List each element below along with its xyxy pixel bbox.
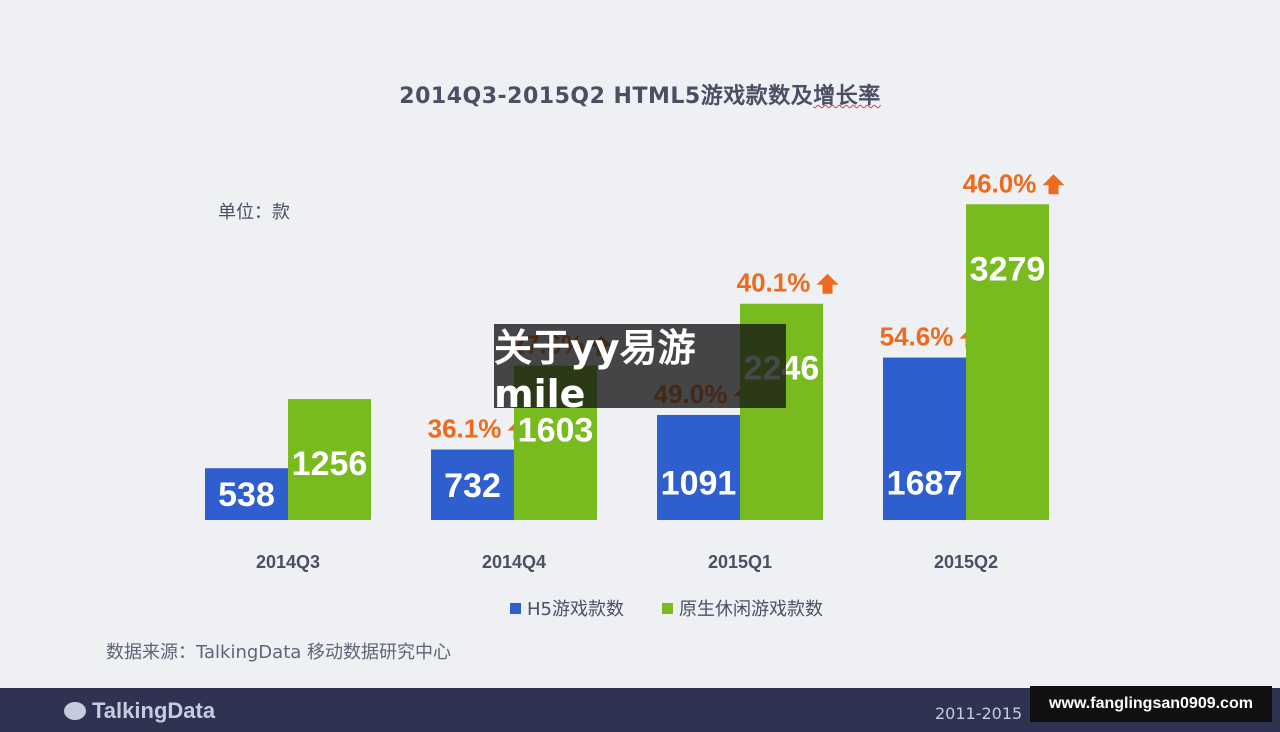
legend-item-native: 原生休闲游戏款数 <box>662 595 823 621</box>
unit-label: 单位：款 <box>218 202 290 223</box>
growth-label-native-2015Q1: 40.1% <box>737 268 811 298</box>
years-text: 2011-2015 <box>935 704 1023 723</box>
value-label-native-2014Q4: 1603 <box>518 412 594 450</box>
value-label-h5-2014Q3: 538 <box>218 476 275 514</box>
data-source: 数据来源：TalkingData 移动数据研究中心 <box>106 642 452 663</box>
bar-native-2015Q2 <box>966 204 1049 520</box>
growth-label-h5-2015Q2: 54.6% <box>880 322 954 352</box>
watermark-link[interactable]: www.fanglingsan0909.com <box>1030 686 1272 722</box>
category-label-2015Q2: 2015Q2 <box>934 552 998 572</box>
legend-swatch-h5 <box>510 602 521 614</box>
category-label-2015Q1: 2015Q1 <box>708 552 772 572</box>
legend-label-native: 原生休闲游戏款数 <box>679 599 823 620</box>
growth-label-native-2015Q2: 46.0% <box>963 168 1037 198</box>
title-text: 2014Q3-2015Q2 HTML5游戏款数及 <box>399 84 814 109</box>
brand-logo: TalkingData <box>64 698 215 724</box>
bar-h5-2015Q1 <box>657 414 740 520</box>
growth-up-arrow-icon <box>816 273 839 294</box>
brand-logo-icon <box>64 702 86 720</box>
growth-up-arrow-icon <box>1042 174 1065 195</box>
category-label-2014Q4: 2014Q4 <box>482 552 546 572</box>
title-squiggle-text: 增长率 <box>813 84 881 109</box>
value-label-native-2015Q2: 3279 <box>970 250 1046 288</box>
overlay-banner: 关于yy易游mile <box>494 324 786 416</box>
value-label-native-2014Q3: 1256 <box>292 445 368 483</box>
legend-label-h5: H5游戏款数 <box>527 599 624 620</box>
bar-h5-2014Q3 <box>205 468 288 520</box>
bar-h5-2014Q4 <box>431 449 514 520</box>
growth-label-h5-2014Q4: 36.1% <box>428 414 502 444</box>
value-label-h5-2014Q4: 732 <box>444 467 501 505</box>
value-label-h5-2015Q2: 1687 <box>887 465 963 503</box>
bar-native-2014Q3 <box>288 399 371 520</box>
brand-text: TalkingData <box>92 698 216 723</box>
value-label-h5-2015Q1: 1091 <box>661 465 737 503</box>
legend-item-h5: H5游戏款数 <box>510 595 624 621</box>
chart-title: 2014Q3-2015Q2 HTML5游戏款数及增长率 <box>0 78 1280 110</box>
category-label-2014Q3: 2014Q3 <box>256 552 320 572</box>
legend: H5游戏款数 原生休闲游戏款数 <box>510 595 823 621</box>
bar-h5-2015Q2 <box>883 357 966 520</box>
legend-swatch-native <box>662 602 673 614</box>
